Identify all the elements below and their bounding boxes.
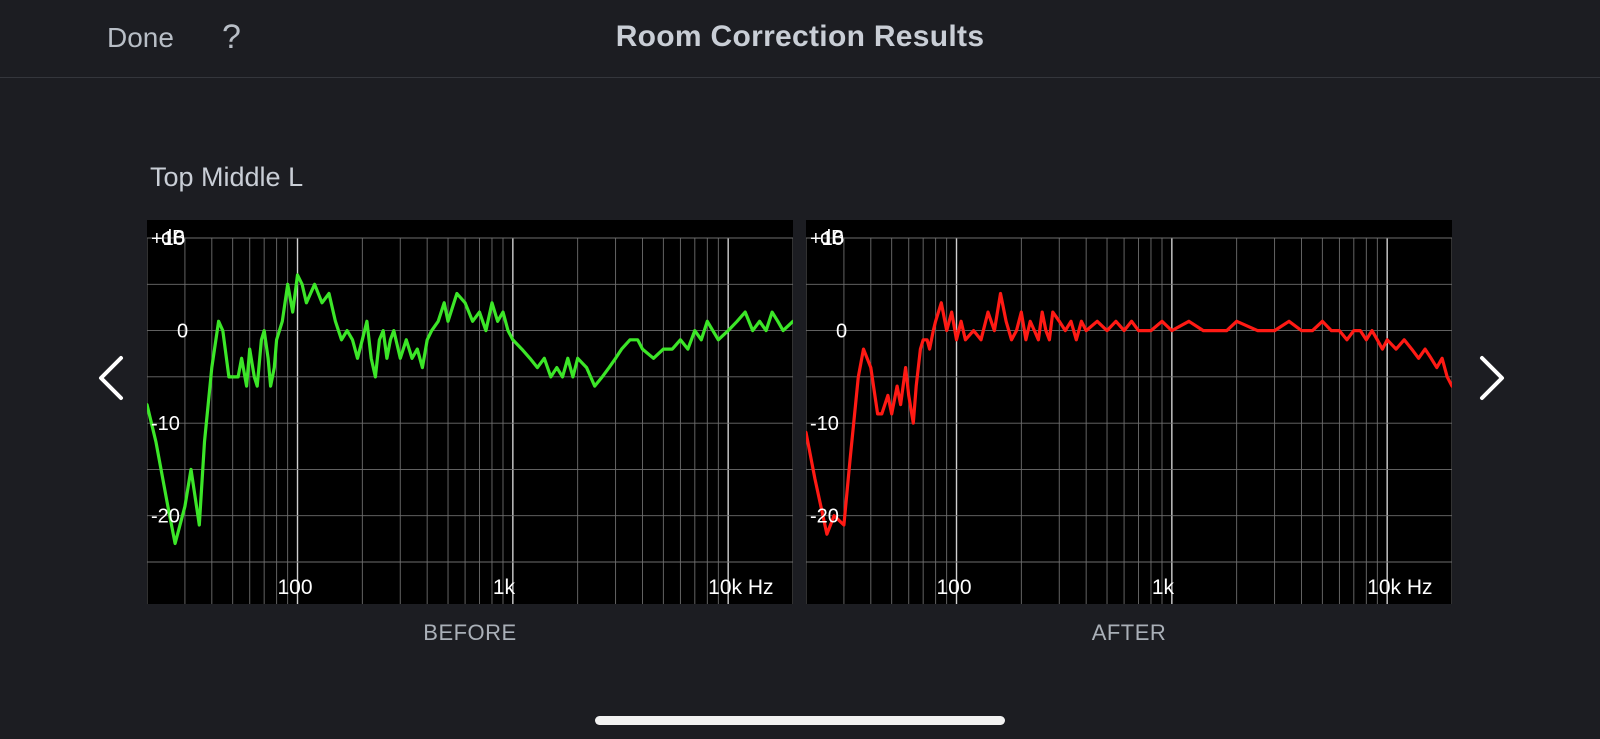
- chevron-right-icon: [1480, 356, 1504, 400]
- before-chart: dB +10 0 -10 -20 100 1k 10k Hz: [147, 220, 793, 604]
- y-tick-label: 0: [177, 321, 188, 343]
- next-speaker-button[interactable]: [1470, 352, 1510, 404]
- before-chart-plot: dB+10 0 -10 -20 100 1k 10k Hz: [147, 227, 793, 604]
- before-caption: BEFORE: [423, 620, 517, 645]
- after-series-line: [806, 291, 1452, 536]
- y-tick-label: -10: [151, 413, 180, 435]
- speaker-name: Top Middle L: [150, 162, 304, 192]
- help-button[interactable]: ?: [222, 18, 241, 56]
- after-chart: dB +10 0 -10 -20 100 1k 10k Hz: [806, 220, 1452, 604]
- after-caption: AFTER: [1091, 620, 1167, 645]
- page-title: Room Correction Results: [615, 20, 985, 53]
- y-axis-label: dB: [161, 227, 185, 249]
- grid: [147, 237, 793, 604]
- x-tick-label: 1k: [1152, 576, 1175, 599]
- x-tick-label: 1k: [493, 576, 516, 599]
- before-series-line: [147, 273, 793, 546]
- previous-speaker-button[interactable]: [93, 352, 133, 404]
- x-tick-label: 10k Hz: [1367, 576, 1432, 599]
- top-bar: Done ? Room Correction Results: [0, 0, 1600, 78]
- done-button[interactable]: Done: [107, 22, 174, 53]
- x-tick-label: 100: [278, 576, 313, 599]
- y-tick-label: +10: [810, 228, 844, 250]
- after-chart-plot: dB+10 0 -10 -20 100 1k 10k Hz: [806, 227, 1452, 604]
- chevron-left-icon: [99, 356, 123, 400]
- x-tick-label: 10k Hz: [708, 576, 773, 599]
- y-tick-label: +10: [151, 228, 185, 250]
- y-axis-label: dB: [820, 227, 844, 249]
- y-tick-label: -20: [151, 506, 180, 528]
- y-tick-label: -10: [810, 413, 839, 435]
- y-tick-label: -20: [810, 506, 839, 528]
- y-tick-label: 0: [836, 321, 847, 343]
- x-tick-label: 100: [937, 576, 972, 599]
- grid: [806, 237, 1452, 604]
- home-indicator[interactable]: [595, 716, 1005, 725]
